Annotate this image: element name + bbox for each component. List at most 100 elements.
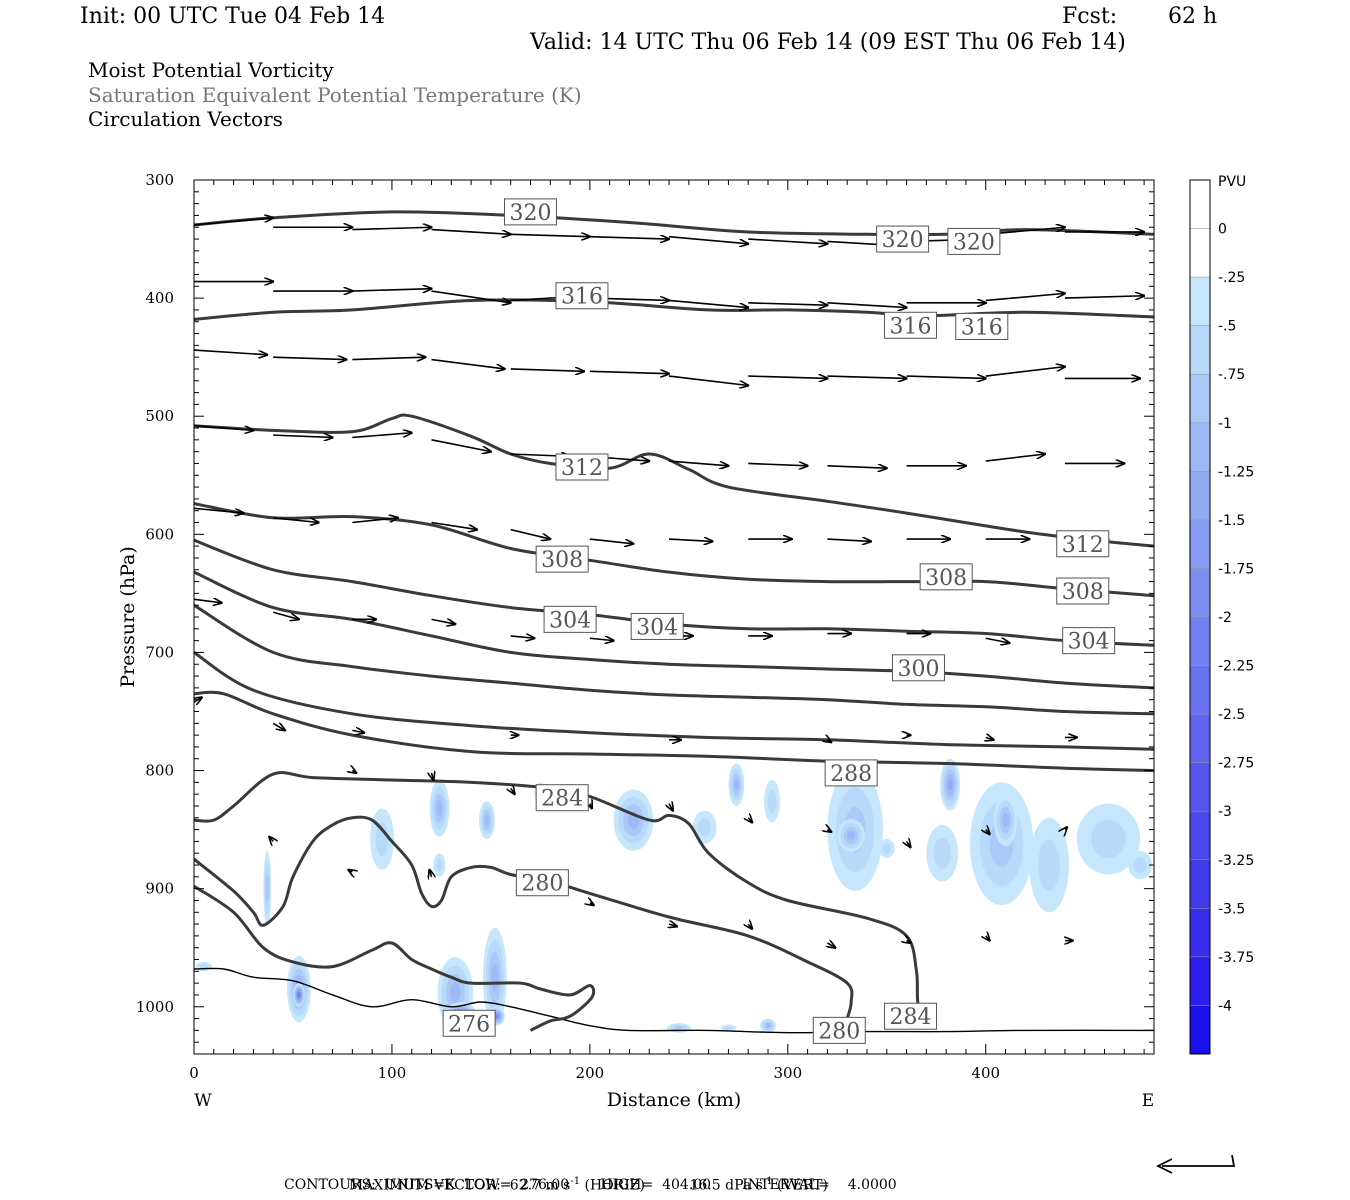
terrain-line xyxy=(194,967,1154,1034)
x-axis-title: Distance (km) xyxy=(607,1089,742,1111)
circulation-vector xyxy=(510,369,584,371)
pv-blob xyxy=(767,789,777,813)
circulation-vector xyxy=(348,870,352,872)
pv-blob xyxy=(436,858,443,872)
pv-blob xyxy=(882,843,892,854)
field-label-vectors: Circulation Vectors xyxy=(88,107,283,131)
contour-label-box xyxy=(884,1002,938,1030)
theta-contour-308 xyxy=(194,502,1154,598)
field-label-mpv: Moist Potential Vorticity xyxy=(88,58,334,82)
horiz-value: 62.7 m s xyxy=(509,1177,571,1194)
circulation-vector xyxy=(510,528,551,539)
contour-label: 284 xyxy=(541,787,583,812)
circulation-vector xyxy=(431,619,456,624)
circulation-vector xyxy=(273,357,346,359)
y-tick-label: 400 xyxy=(145,289,174,307)
x-tick-label: 400 xyxy=(971,1064,1000,1082)
circulation-vector xyxy=(431,228,511,235)
circulation-vector xyxy=(431,290,511,303)
circulation-vector xyxy=(590,903,594,905)
circulation-vector xyxy=(194,218,273,226)
circulation-vector xyxy=(194,599,222,603)
contour-label-box xyxy=(955,312,1009,340)
contour-label: 276 xyxy=(448,1012,490,1037)
colorbar-segment xyxy=(1189,859,1211,909)
theta-contour-288 xyxy=(194,690,1154,772)
colorbar-segment xyxy=(1189,616,1211,666)
x-end-label-west: W xyxy=(194,1091,212,1111)
circulation-vector xyxy=(272,723,285,730)
circulation-vector xyxy=(589,638,614,640)
colorbar-segment xyxy=(1189,373,1211,424)
colorbar-level-label: -4 xyxy=(1218,998,1232,1014)
circulation-vector xyxy=(273,435,332,437)
pv-blob xyxy=(847,830,856,841)
circulation-vector xyxy=(510,234,590,236)
pv-blob xyxy=(296,992,301,997)
circulation-vector xyxy=(1065,827,1067,829)
circulation-vector xyxy=(668,299,748,307)
pv-blob xyxy=(734,778,739,791)
circulation-vector xyxy=(985,454,1045,462)
circulation-vector xyxy=(194,349,267,355)
contour-label: 288 xyxy=(830,762,872,787)
pv-blob xyxy=(1038,839,1060,891)
colorbar-level-label: -3.75 xyxy=(1218,950,1254,966)
colorbar-segment xyxy=(1189,325,1211,375)
circulation-vector xyxy=(748,924,752,929)
circulation-vector xyxy=(668,375,748,385)
pv-blob xyxy=(765,1023,771,1028)
circulation-vector xyxy=(431,521,478,530)
circulation-vector xyxy=(269,837,273,842)
colorbar-level-label: -2.75 xyxy=(1218,756,1254,772)
contour-label: 308 xyxy=(925,566,967,591)
contour-label: 316 xyxy=(961,315,1003,340)
colorbar-level-label: -2.25 xyxy=(1218,659,1254,675)
forecast-hour: 62 h xyxy=(1168,4,1218,29)
colorbar-segment xyxy=(1189,1005,1211,1055)
colorbar-level-label: -1.25 xyxy=(1218,464,1254,480)
circulation-vector xyxy=(668,235,748,244)
x-tick-label: 200 xyxy=(576,1064,605,1082)
circulation-vector xyxy=(589,371,669,373)
contour-label-box xyxy=(535,784,589,812)
circulation-vector xyxy=(986,936,990,941)
pv-blob xyxy=(450,982,461,1003)
contour-label-box xyxy=(442,1009,496,1037)
circulation-vector xyxy=(669,539,713,541)
vert-value: 16.5 dPa s xyxy=(689,1177,763,1194)
colorbar-level-label: -3.5 xyxy=(1218,901,1245,917)
reference-vector-shape xyxy=(1162,1154,1236,1167)
contour-labels: 320 320 320 316 316 316 312 312 308 308 308 304 304 3… xyxy=(442,198,1116,1044)
colorbar-frame xyxy=(1189,179,1211,1055)
circulation-vector xyxy=(827,943,835,948)
circulation-vector xyxy=(986,737,994,739)
pv-blob xyxy=(484,814,490,826)
x-tick-label: 300 xyxy=(773,1064,802,1082)
colorbar-level-label: 0 xyxy=(1218,222,1227,238)
theta-contour-280 xyxy=(194,815,854,1020)
theta-contour-292 xyxy=(194,651,1154,751)
contour-label: 312 xyxy=(561,456,603,481)
contour-label-box xyxy=(891,654,945,682)
contour-label-box xyxy=(1056,577,1110,605)
contour-label: 320 xyxy=(509,201,551,226)
contour-label-box xyxy=(630,612,684,640)
contour-label: 316 xyxy=(890,314,932,339)
pv-blob xyxy=(1133,857,1147,873)
colorbar: PVU 0 -.25 -.5 -.75 -1 -1.25 -1.5 -1.75 -2 -2.25 -2… xyxy=(1189,174,1254,1055)
circulation-vector xyxy=(431,358,505,369)
circulation-vector xyxy=(669,804,673,811)
circulation-vector xyxy=(985,367,1065,377)
y-tick-label: 900 xyxy=(145,880,174,898)
colorbar-segment xyxy=(1189,713,1211,763)
y-tick-label: 700 xyxy=(145,643,174,661)
contour-label-box xyxy=(1056,530,1110,558)
theta-contour-276 xyxy=(194,885,596,1032)
pv-blob xyxy=(947,778,953,791)
circulation-vector xyxy=(906,376,986,378)
colorbar-level-label: -3.25 xyxy=(1218,853,1254,869)
contour-label: 280 xyxy=(521,872,563,897)
x-tick-label: 100 xyxy=(378,1064,407,1082)
